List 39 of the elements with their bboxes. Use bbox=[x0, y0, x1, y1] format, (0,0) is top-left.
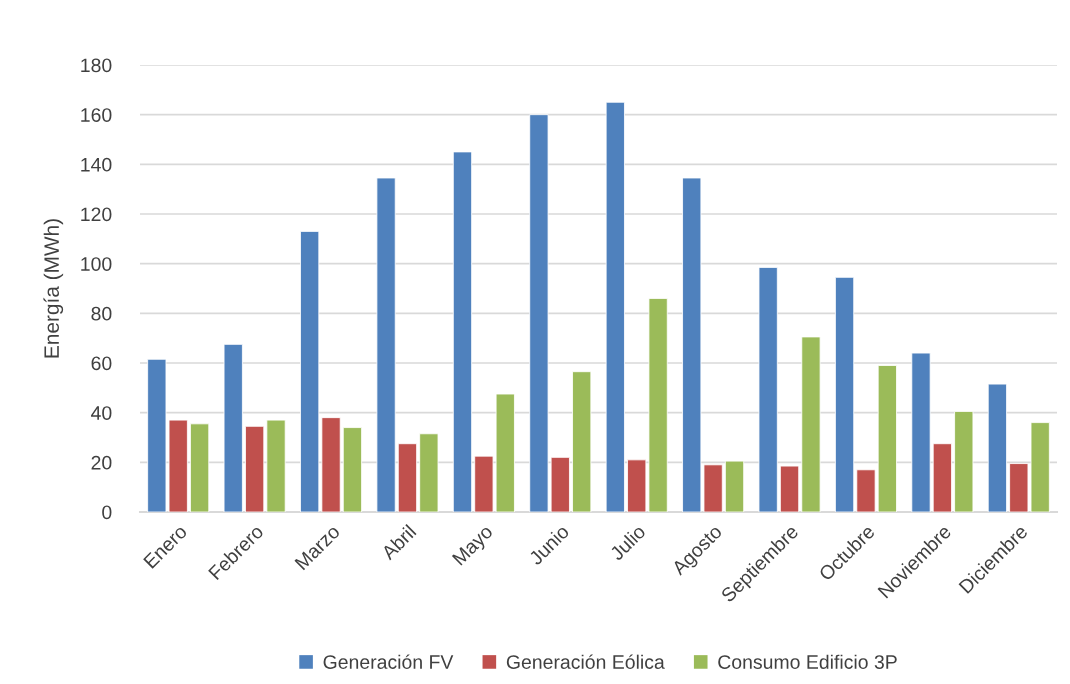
bar bbox=[987, 383, 1007, 512]
y-tick-label: 20 bbox=[91, 455, 112, 470]
y-tick-label: 120 bbox=[81, 207, 112, 222]
y-tick-label: 180 bbox=[81, 58, 112, 73]
bar bbox=[321, 417, 341, 512]
bar bbox=[572, 371, 592, 512]
bar bbox=[223, 343, 243, 512]
y-tick-label: 100 bbox=[81, 257, 112, 271]
bar bbox=[190, 423, 210, 512]
x-tick-label: Julio bbox=[608, 523, 647, 562]
bar bbox=[834, 276, 855, 512]
bar bbox=[342, 427, 363, 512]
y-tick-label: 60 bbox=[91, 356, 112, 371]
bar bbox=[300, 230, 320, 512]
y-tick-label: 140 bbox=[81, 157, 112, 172]
bar bbox=[801, 336, 821, 512]
y-axis-title: Energía (MWh) bbox=[43, 219, 64, 358]
bar bbox=[605, 101, 625, 512]
bar bbox=[911, 352, 931, 512]
y-tick-label: 160 bbox=[81, 108, 112, 122]
bar bbox=[779, 465, 800, 512]
bar bbox=[758, 266, 778, 512]
bar bbox=[932, 443, 952, 512]
bar bbox=[452, 151, 473, 512]
bar bbox=[724, 460, 745, 512]
y-tick-label: 40 bbox=[91, 406, 112, 420]
bar bbox=[245, 425, 265, 512]
bar bbox=[419, 433, 439, 512]
bar bbox=[954, 411, 974, 512]
bar bbox=[397, 443, 418, 512]
legend-label: Consumo Edificio 3P bbox=[718, 654, 897, 669]
legend-label: Generación Eólica bbox=[506, 654, 665, 669]
y-tick-label: 80 bbox=[91, 306, 112, 321]
bar bbox=[877, 365, 897, 512]
y-tick-label: 0 bbox=[102, 505, 112, 520]
legend-label: Generación FV bbox=[323, 654, 454, 669]
bar bbox=[856, 469, 876, 512]
bar bbox=[266, 419, 286, 512]
bar bbox=[376, 177, 396, 512]
